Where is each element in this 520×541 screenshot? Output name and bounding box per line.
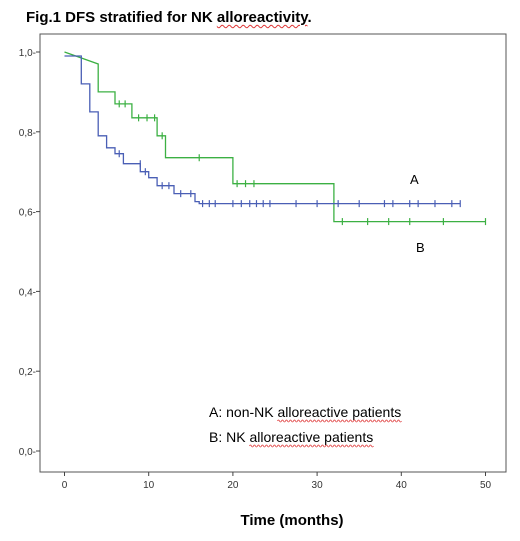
x-tick-label: 50 <box>480 480 492 491</box>
y-tick-label: 0,2- <box>19 367 36 378</box>
survival-curve-b <box>64 55 461 205</box>
plot-frame <box>39 33 507 473</box>
legend-line-b: B: NK alloreactive patients <box>209 429 373 445</box>
figure-title: Fig.1 DFS stratified for NK alloreactivi… <box>26 9 312 26</box>
y-tick-label: 1,0- <box>19 48 36 59</box>
title-marked-word: alloreactivity <box>216 9 308 26</box>
x-tick-label: 20 <box>227 480 239 491</box>
curve-label-b: B <box>416 240 425 255</box>
series-b <box>64 55 461 208</box>
x-tick-label: 30 <box>312 480 324 491</box>
series-layer <box>64 51 487 226</box>
series-a <box>64 51 487 226</box>
x-tick-label: 10 <box>143 480 155 491</box>
legend-marked-text: alloreactive patients <box>249 429 373 445</box>
y-tick-label: 0,8- <box>19 128 36 139</box>
axes: 0,0- 0,2- 0,4- 0,6- 0,8- 1,0- 0 10 20 30 40 50 Time … <box>19 33 507 529</box>
legend-marked-text: alloreactive patients <box>277 404 401 420</box>
spellcheck-squiggle <box>249 444 374 448</box>
y-tick-label: 0,0- <box>19 447 36 458</box>
legend-prefix: A: non-NK <box>209 404 277 420</box>
legend-prefix: B: NK <box>209 429 249 445</box>
survival-curve-a <box>64 51 486 223</box>
x-tick-label: 40 <box>396 480 408 491</box>
title-prefix: Fig.1 DFS stratified for NK <box>26 9 217 26</box>
title-suffix: . <box>307 9 312 26</box>
x-axis-title: Time (months) <box>240 512 343 529</box>
legend-line-a: A: non-NK alloreactive patients <box>209 404 401 420</box>
x-tick-label: 0 <box>62 480 68 491</box>
curve-label-a: A <box>410 172 419 187</box>
spellcheck-squiggle <box>277 419 402 423</box>
y-tick-label: 0,6- <box>19 208 36 219</box>
y-tick-label: 0,4- <box>19 287 36 298</box>
